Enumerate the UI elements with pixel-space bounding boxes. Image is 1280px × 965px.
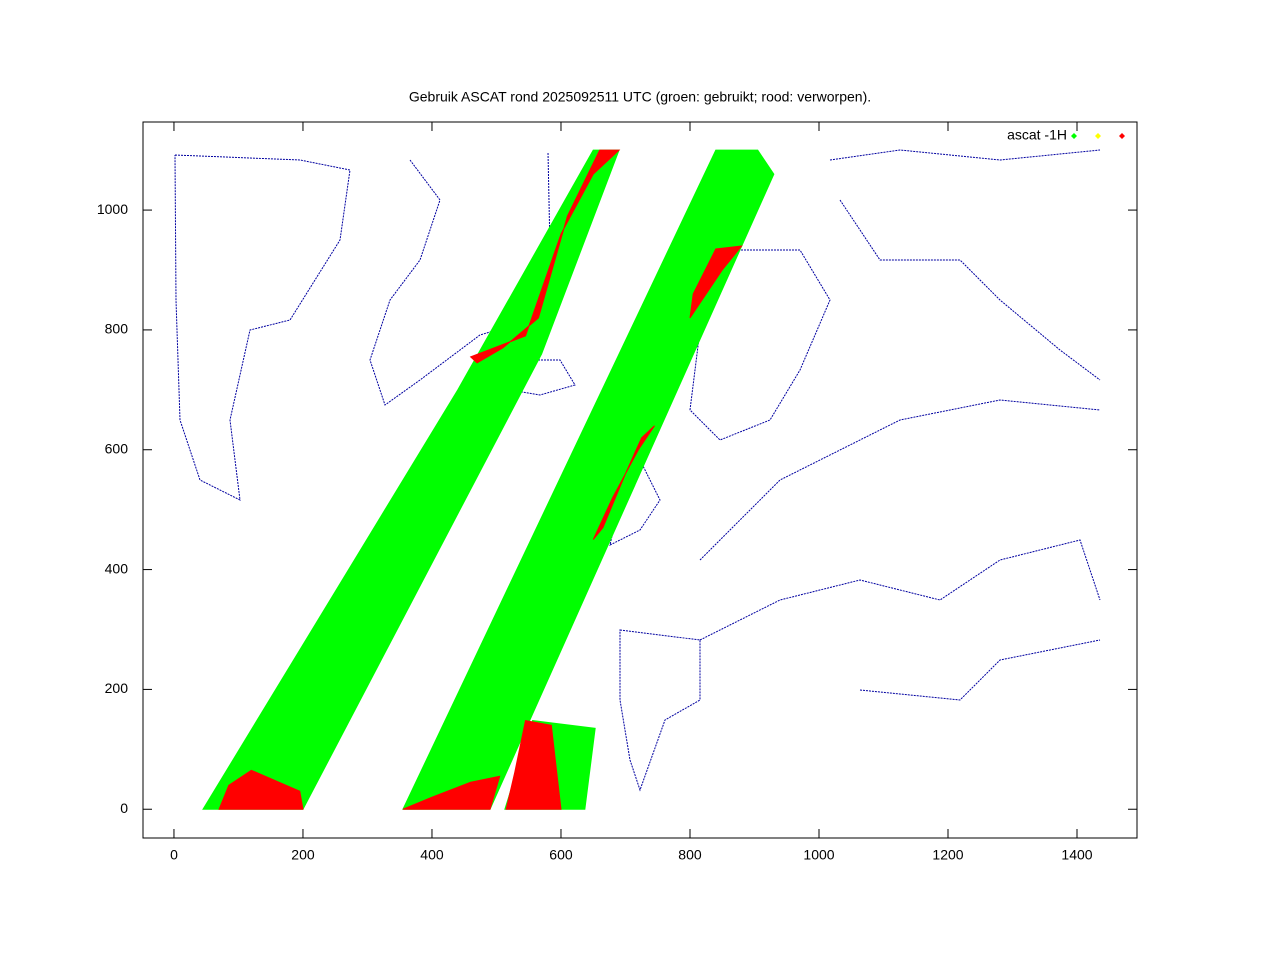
x-tick-label: 200 bbox=[291, 847, 315, 863]
swath bbox=[402, 775, 501, 810]
x-tick-label: 1000 bbox=[803, 847, 834, 863]
coastline bbox=[619, 629, 701, 792]
swath bbox=[592, 425, 655, 540]
swath bbox=[218, 769, 304, 810]
y-tick-label: 200 bbox=[105, 680, 129, 696]
x-tick-label: 1200 bbox=[932, 847, 963, 863]
y-tick-label: 400 bbox=[105, 560, 129, 576]
legend-marker bbox=[1119, 133, 1125, 139]
y-tick-label: 600 bbox=[105, 440, 129, 456]
y-tick-label: 0 bbox=[120, 800, 128, 816]
x-tick-label: 600 bbox=[549, 847, 573, 863]
y-tick-label: 1000 bbox=[97, 201, 128, 217]
plot-frame bbox=[142, 121, 1138, 839]
legend-marker bbox=[1071, 133, 1077, 139]
chart-title: Gebruik ASCAT rond 2025092511 UTC (groen… bbox=[409, 89, 871, 105]
coastline bbox=[829, 149, 1101, 381]
coastline bbox=[689, 249, 831, 441]
x-tick-label: 0 bbox=[170, 847, 178, 863]
swath bbox=[689, 245, 743, 319]
x-tick-label: 1400 bbox=[1061, 847, 1092, 863]
x-tick-label: 800 bbox=[678, 847, 702, 863]
coastline bbox=[699, 399, 1101, 701]
legend-label: ascat -1H bbox=[1007, 127, 1067, 143]
y-tick-label: 800 bbox=[105, 321, 129, 337]
legend-marker bbox=[1095, 133, 1101, 139]
swath bbox=[505, 719, 562, 810]
swath bbox=[469, 149, 621, 364]
x-tick-label: 400 bbox=[420, 847, 444, 863]
